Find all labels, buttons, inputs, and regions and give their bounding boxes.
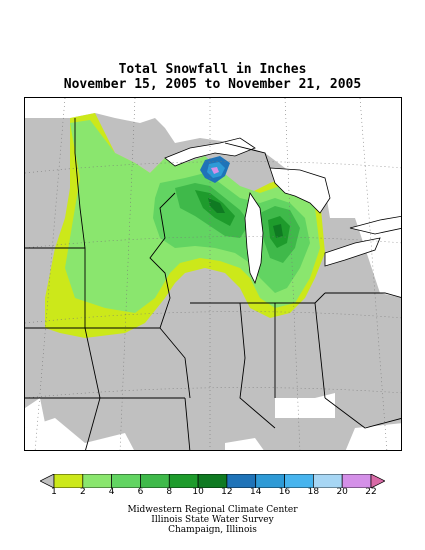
legend-tick-label: 12: [221, 487, 233, 497]
legend-swatch: [140, 473, 170, 489]
legend-bar: [39, 473, 386, 489]
snow-band-20-22: [211, 167, 219, 174]
legend-swatch: [284, 473, 314, 489]
color-legend: [39, 473, 386, 489]
credit-line2: Illinois State Water Survey: [151, 515, 274, 525]
graticule: [25, 98, 401, 450]
legend-tick-label: 22: [365, 487, 377, 497]
no-snow-areas: [25, 98, 401, 450]
legend-tick-label: 8: [166, 487, 173, 497]
snow-band-10-12: [208, 198, 225, 213]
snowfall-map: [24, 97, 402, 451]
legend-tick-label: 20: [336, 487, 348, 497]
legend-swatch: [313, 473, 343, 489]
legend-tick-label: 6: [137, 487, 144, 497]
legend-tick-label: 4: [108, 487, 115, 497]
legend-swatch: [370, 473, 386, 489]
legend-swatch: [111, 473, 141, 489]
legend-labels: 1 2 4 6 8 10 12 14 16 18 20 22: [0, 487, 425, 499]
legend-swatch: [168, 473, 199, 489]
credit-line3: Champaign, Illinois: [168, 525, 257, 535]
legend-tick-label: 2: [79, 487, 86, 497]
legend-tick-label: 16: [278, 487, 291, 497]
legend-swatch: [341, 473, 372, 489]
snow-band-10-12-east: [273, 224, 283, 238]
credit-line1: Midwestern Regional Climate Center: [127, 505, 298, 515]
state-boundaries: [25, 118, 401, 450]
map-title-line2: November 15, 2005 to November 21, 2005: [63, 77, 362, 92]
legend-tick-label: 18: [307, 487, 320, 497]
legend-swatch: [197, 473, 228, 489]
legend-tick-label: 1: [51, 487, 57, 497]
legend-swatch: [39, 473, 55, 489]
legend-tick-label: 14: [249, 487, 262, 497]
legend-swatch: [226, 473, 257, 489]
snowfall-map-svg: [25, 98, 401, 450]
legend-swatch: [53, 473, 84, 489]
legend-swatch: [255, 473, 285, 489]
legend-swatch: [82, 473, 112, 489]
map-title-line1: Total Snowfall in Inches: [118, 62, 307, 77]
legend-tick-label: 10: [192, 487, 204, 497]
